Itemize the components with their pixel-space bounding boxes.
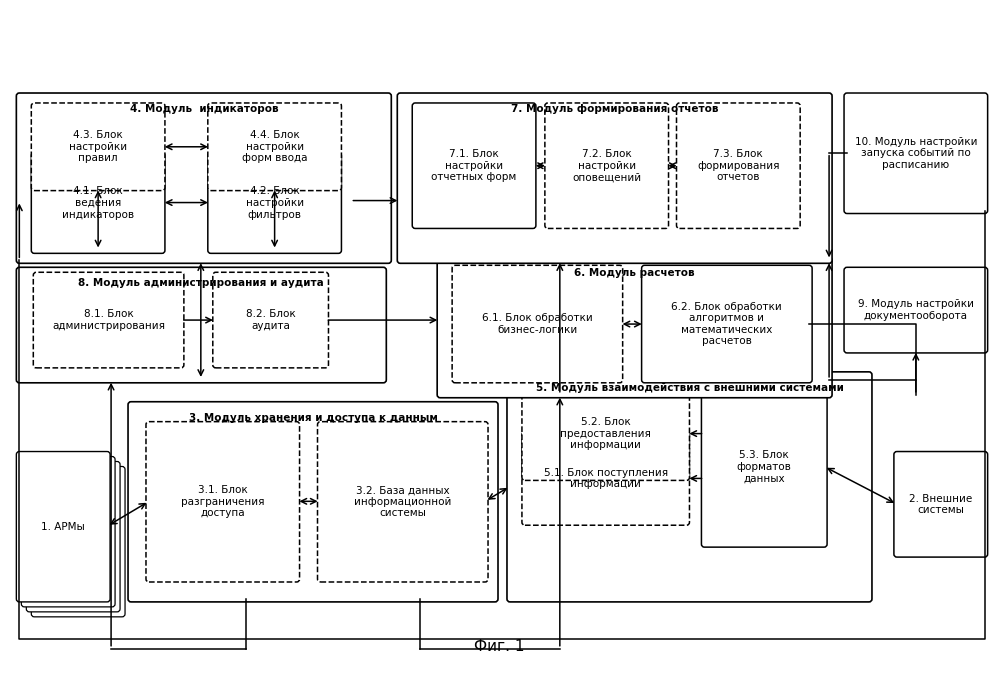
- FancyBboxPatch shape: [844, 93, 988, 213]
- FancyBboxPatch shape: [208, 153, 342, 253]
- Text: 8.1. Блок
администрирования: 8.1. Блок администрирования: [52, 309, 165, 331]
- Text: 3. Модуль хранения и доступа к данным: 3. Модуль хранения и доступа к данным: [189, 412, 438, 423]
- FancyBboxPatch shape: [894, 452, 988, 557]
- Text: 8. Модуль администрирования и аудита: 8. Модуль администрирования и аудита: [79, 278, 325, 288]
- FancyBboxPatch shape: [31, 103, 165, 190]
- FancyBboxPatch shape: [31, 466, 125, 617]
- FancyBboxPatch shape: [213, 272, 329, 368]
- FancyBboxPatch shape: [208, 103, 342, 190]
- Text: 4.1. Блок
ведения
индикаторов: 4.1. Блок ведения индикаторов: [62, 186, 134, 219]
- FancyBboxPatch shape: [844, 267, 988, 353]
- FancyBboxPatch shape: [16, 452, 110, 602]
- Text: Фиг. 1: Фиг. 1: [475, 639, 524, 653]
- FancyBboxPatch shape: [128, 402, 499, 602]
- FancyBboxPatch shape: [31, 153, 165, 253]
- FancyBboxPatch shape: [413, 103, 535, 228]
- Text: 5.3. Блок
форматов
данных: 5.3. Блок форматов данных: [737, 450, 791, 483]
- FancyBboxPatch shape: [16, 93, 392, 263]
- Text: 6.2. Блок обработки
алгоритмов и
математических
расчетов: 6.2. Блок обработки алгоритмов и математ…: [671, 302, 782, 346]
- FancyBboxPatch shape: [641, 265, 812, 383]
- Text: 4.2. Блок
настройки
фильтров: 4.2. Блок настройки фильтров: [246, 186, 304, 219]
- Text: 6. Модуль расчетов: 6. Модуль расчетов: [574, 268, 695, 278]
- Text: 1. АРМы: 1. АРМы: [41, 522, 85, 532]
- FancyBboxPatch shape: [506, 372, 872, 602]
- FancyBboxPatch shape: [438, 257, 832, 398]
- Text: 10. Модуль настройки
запуска событий по
расписанию: 10. Модуль настройки запуска событий по …: [854, 136, 977, 170]
- FancyBboxPatch shape: [676, 103, 800, 228]
- FancyBboxPatch shape: [701, 387, 827, 547]
- FancyBboxPatch shape: [21, 456, 115, 607]
- FancyBboxPatch shape: [16, 267, 387, 383]
- Text: 4. Модуль  индикаторов: 4. Модуль индикаторов: [130, 104, 278, 114]
- Text: 4.4. Блок
настройки
форм ввода: 4.4. Блок настройки форм ввода: [242, 130, 308, 163]
- FancyBboxPatch shape: [521, 387, 689, 481]
- Text: 8.2. Блок
аудита: 8.2. Блок аудита: [246, 309, 296, 331]
- Text: 5. Модуль взаимодействия с внешними системами: 5. Модуль взаимодействия с внешними сист…: [535, 383, 843, 393]
- Text: 7. Модуль формирования отчетов: 7. Модуль формирования отчетов: [510, 104, 718, 114]
- Text: 4.3. Блок
настройки
правил: 4.3. Блок настройки правил: [69, 130, 127, 163]
- Text: 5.1. Блок поступления
информации: 5.1. Блок поступления информации: [543, 468, 667, 489]
- FancyBboxPatch shape: [453, 265, 622, 383]
- FancyBboxPatch shape: [26, 462, 120, 612]
- FancyBboxPatch shape: [318, 422, 489, 582]
- FancyBboxPatch shape: [521, 431, 689, 525]
- Text: 3.1. Блок
разграничения
доступа: 3.1. Блок разграничения доступа: [181, 485, 265, 518]
- FancyBboxPatch shape: [146, 422, 300, 582]
- Text: 9. Модуль настройки
документооборота: 9. Модуль настройки документооборота: [858, 299, 974, 321]
- Text: 7.1. Блок
настройки
отчетных форм: 7.1. Блок настройки отчетных форм: [432, 149, 516, 182]
- FancyBboxPatch shape: [33, 272, 184, 368]
- Text: 6.1. Блок обработки
бизнес-логики: 6.1. Блок обработки бизнес-логики: [483, 313, 592, 335]
- FancyBboxPatch shape: [544, 103, 668, 228]
- Text: 7.2. Блок
настройки
оповещений: 7.2. Блок настройки оповещений: [572, 149, 641, 182]
- Text: 5.2. Блок
предоставления
информации: 5.2. Блок предоставления информации: [560, 417, 651, 450]
- Text: 3.2. База данных
информационной
системы: 3.2. База данных информационной системы: [354, 485, 452, 518]
- Text: 7.3. Блок
формирования
отчетов: 7.3. Блок формирования отчетов: [697, 149, 779, 182]
- FancyBboxPatch shape: [398, 93, 832, 263]
- Text: 2. Внешние
системы: 2. Внешние системы: [909, 493, 972, 515]
